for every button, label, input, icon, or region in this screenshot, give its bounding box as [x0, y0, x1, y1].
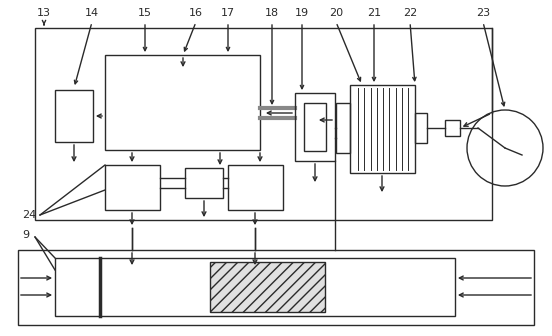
Text: 19: 19 — [295, 8, 309, 18]
Bar — [18, 250, 534, 325]
Text: 17: 17 — [221, 8, 235, 18]
Text: 13: 13 — [37, 8, 51, 18]
Bar — [228, 165, 283, 210]
Bar — [210, 262, 325, 312]
Text: 22: 22 — [403, 8, 417, 18]
Bar — [105, 165, 160, 210]
Bar — [445, 120, 460, 136]
Text: 15: 15 — [138, 8, 152, 18]
Bar — [295, 93, 335, 161]
Text: 9: 9 — [22, 230, 29, 240]
Bar — [304, 103, 326, 151]
Text: 18: 18 — [265, 8, 279, 18]
Bar — [35, 28, 492, 220]
Bar — [336, 103, 350, 153]
Bar — [55, 90, 93, 142]
Bar — [105, 55, 260, 150]
Text: 16: 16 — [189, 8, 203, 18]
Text: 14: 14 — [85, 8, 99, 18]
Text: 24: 24 — [22, 210, 36, 220]
Text: 21: 21 — [367, 8, 381, 18]
Bar — [185, 168, 223, 198]
Bar — [350, 85, 415, 173]
Text: 20: 20 — [329, 8, 343, 18]
Text: 23: 23 — [476, 8, 490, 18]
Bar — [55, 258, 455, 316]
Bar — [415, 113, 427, 143]
